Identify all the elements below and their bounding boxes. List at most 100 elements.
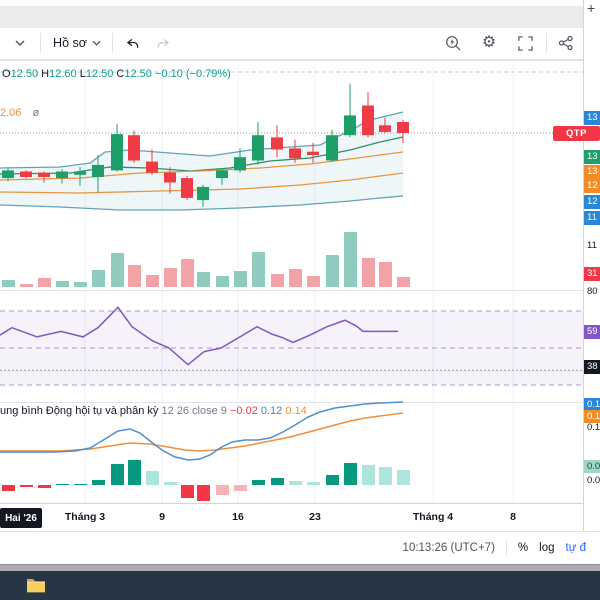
macd-histogram-bar	[271, 478, 284, 485]
candle-body	[252, 135, 264, 161]
low-value: 12.50	[85, 68, 114, 80]
candle-body	[197, 186, 209, 201]
candle-body	[271, 137, 283, 150]
volume-bar	[197, 272, 210, 287]
volume-bar	[20, 284, 33, 287]
volume-bar	[344, 232, 357, 287]
chart-canvas[interactable]	[0, 60, 583, 503]
settings-button[interactable]: ⚙	[474, 28, 504, 58]
candle-body	[146, 161, 158, 173]
browser-chrome-bar	[0, 6, 600, 29]
candle-body	[379, 125, 391, 132]
price-scale-badge: 13	[584, 165, 600, 179]
profile-dropdown-button[interactable]: Hồ sơ	[46, 28, 108, 58]
macd-histogram-bar	[397, 470, 410, 485]
price-scale-badge: 13	[584, 111, 600, 125]
volume-bar	[307, 276, 320, 287]
search-flash-icon	[445, 35, 460, 50]
volume-bar	[326, 255, 339, 287]
macd-histogram-bar	[289, 481, 302, 485]
candle-body	[362, 105, 374, 136]
price-scale-badge: 0.1	[584, 410, 600, 423]
candle-body	[128, 135, 140, 161]
collapsed-dropdown-button[interactable]	[6, 28, 34, 58]
price-scale-label: 80	[587, 286, 598, 297]
price-scale-badge: 12	[584, 179, 600, 193]
volume-bar	[38, 278, 51, 287]
rsi-line	[0, 306, 398, 366]
share-button[interactable]	[552, 28, 580, 58]
volume-bar	[56, 281, 69, 287]
time-tick-label: 8	[510, 511, 516, 523]
price-scale-label: 11	[587, 240, 597, 251]
price-scale-badge: 0.1	[584, 398, 600, 411]
candle-body	[289, 148, 301, 159]
window-bottom-border	[0, 564, 600, 572]
bollinger-fill	[0, 112, 403, 210]
quick-search-button[interactable]	[438, 28, 468, 58]
price-scale-badge: 38	[584, 360, 600, 374]
time-tick-label: 16	[232, 511, 244, 523]
percent-scale-toggle[interactable]: %	[517, 542, 529, 554]
volume-bar	[216, 276, 229, 287]
price-scale-badge: 12	[584, 195, 600, 209]
time-axis[interactable]: Hai '26 Tháng 3 9 16 23 Tháng 4 8	[0, 503, 583, 532]
candle-body	[38, 172, 50, 177]
bb-lower-line	[0, 195, 404, 211]
fullscreen-button[interactable]	[510, 28, 540, 58]
clock-timezone[interactable]: 10:13:26 (UTC+7)	[402, 542, 495, 554]
macd-histogram-bar	[128, 460, 141, 485]
change-value: −0.10 (−0.79%)	[154, 68, 231, 80]
file-explorer-icon[interactable]	[26, 575, 46, 595]
macd-histogram-bar	[234, 485, 247, 491]
price-scale-badge: 59	[584, 325, 600, 339]
auto-scale-toggle[interactable]: tự đ	[565, 542, 586, 554]
log-scale-toggle[interactable]: log	[539, 542, 555, 554]
time-tick-label: Tháng 4	[412, 511, 454, 523]
price-scale-badge: 0.0	[584, 460, 600, 473]
fullscreen-icon	[517, 35, 533, 51]
close-value: 12.50	[124, 68, 152, 80]
undo-button[interactable]	[118, 28, 146, 58]
macd-histogram-bar	[56, 484, 69, 485]
macd-histogram-bar	[164, 482, 177, 485]
macd-histogram-bar	[146, 471, 159, 485]
price-scale-badge: 11	[584, 211, 600, 225]
crosshair-date-badge: Hai '26	[0, 508, 42, 528]
price-scale[interactable]: + 13 13 13 12 12 11 11 31 80 59 38 0.1 0.1 0.1 0.0 0.0	[583, 0, 600, 531]
volume-bar	[74, 282, 87, 287]
chart-toolbar: Hồ sơ ⚙	[0, 28, 600, 60]
macd-histogram-bar	[38, 485, 51, 488]
high-label: H	[41, 68, 50, 80]
toolbar-separator	[546, 33, 547, 53]
candle-body	[56, 171, 68, 179]
macd-histogram-bar	[74, 484, 87, 485]
macd-histogram-bar	[181, 485, 194, 498]
close-label: C	[116, 68, 125, 80]
indicator-value: 2.06	[0, 107, 22, 119]
price-scale-badge: 31	[584, 267, 600, 281]
gear-icon: ⚙	[481, 34, 497, 51]
status-separator	[505, 540, 507, 556]
price-scale-badge: 13	[584, 150, 600, 164]
macd-hist-value: −0.02	[229, 405, 258, 417]
chevron-down-icon	[15, 40, 25, 46]
volume-bar	[181, 259, 194, 287]
volume-bar	[2, 280, 15, 287]
redo-button[interactable]	[150, 28, 178, 58]
indicator-legend: 2.06 ø	[0, 107, 39, 119]
macd-histogram-bar	[362, 465, 375, 485]
plus-icon[interactable]: +	[587, 0, 596, 16]
volume-bar	[397, 277, 410, 287]
hide-indicator-icon[interactable]: ø	[32, 107, 40, 119]
macd-line-value: 0.12	[260, 405, 283, 417]
macd-line	[0, 401, 404, 461]
candle-body	[181, 178, 193, 198]
volume-bar	[271, 274, 284, 287]
time-tick-label: Tháng 3	[64, 511, 106, 523]
macd-histogram-bar	[111, 464, 124, 485]
macd-histogram-bar	[92, 480, 105, 485]
macd-histogram-bar	[326, 475, 339, 485]
macd-signal-value: 0.14	[285, 405, 307, 417]
macd-params: 12 26 close 9	[161, 405, 227, 417]
